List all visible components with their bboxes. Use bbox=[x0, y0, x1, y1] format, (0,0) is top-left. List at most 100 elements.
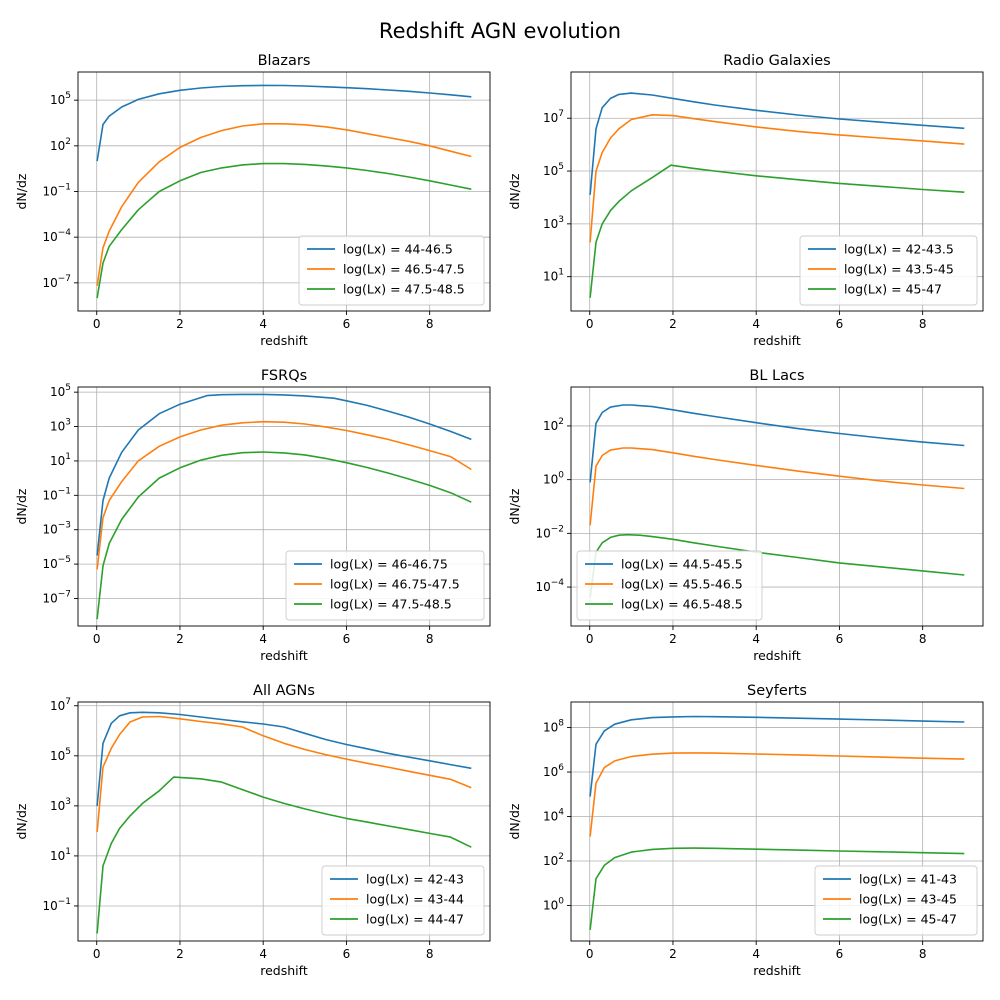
y-tick-label: 103 bbox=[50, 418, 71, 434]
legend-box bbox=[576, 550, 763, 621]
x-tick-label: 4 bbox=[752, 947, 760, 961]
legend-entry: log(Lx) = 46.5-47.5 bbox=[343, 262, 465, 277]
legend-box bbox=[321, 865, 485, 936]
axes-frame bbox=[77, 386, 491, 627]
y-axis-label: dN/dz bbox=[14, 803, 29, 839]
legend-entry: log(Lx) = 43-44 bbox=[366, 892, 464, 907]
legend-entry: log(Lx) = 44-46.5 bbox=[343, 242, 453, 257]
legend-entry: log(Lx) = 46-46.75 bbox=[330, 557, 448, 572]
legend-entry: log(Lx) = 44.5-45.5 bbox=[621, 557, 743, 572]
x-tick-label: 8 bbox=[426, 317, 434, 331]
y-tick-label: 10−5 bbox=[42, 555, 71, 571]
axes-frame bbox=[77, 701, 491, 942]
axes-frame bbox=[570, 701, 984, 942]
y-tick-label: 103 bbox=[543, 215, 564, 231]
legend-entry: log(Lx) = 46.5-48.5 bbox=[621, 597, 743, 612]
x-tick-label: 8 bbox=[426, 632, 434, 646]
x-tick-label: 8 bbox=[919, 947, 927, 961]
x-tick-label: 2 bbox=[176, 317, 184, 331]
x-tick-label: 4 bbox=[752, 632, 760, 646]
y-tick-label: 107 bbox=[543, 109, 564, 125]
y-tick-label: 108 bbox=[543, 719, 564, 735]
subplot-6: 0 2 4 6 8 100 102 104 106 108 Seyferts redshift dN/d… bbox=[507, 683, 984, 978]
legend-entry: log(Lx) = 45-47 bbox=[859, 912, 957, 927]
x-tick-label: 4 bbox=[752, 317, 760, 331]
legend-entry: log(Lx) = 45-47 bbox=[844, 282, 942, 297]
y-tick-label: 101 bbox=[50, 847, 71, 863]
y-tick-label: 10−2 bbox=[535, 524, 564, 540]
x-tick-label: 0 bbox=[93, 947, 101, 961]
subplot-2: 0 2 4 6 8 101 103 105 107 Radio Galaxies redshift d… bbox=[507, 53, 984, 348]
series-line-1 bbox=[589, 92, 965, 195]
x-tick-label: 4 bbox=[259, 317, 267, 331]
legend-box bbox=[285, 550, 485, 621]
series-line-2 bbox=[96, 420, 472, 570]
y-tick-label: 10−7 bbox=[42, 274, 71, 290]
x-axis-label: redshift bbox=[260, 963, 308, 978]
legend: log(Lx) = 42-43 log(Lx) = 43-44 log(Lx) = … bbox=[321, 865, 485, 936]
legend-entry: log(Lx) = 46.75-47.5 bbox=[330, 577, 460, 592]
subplot-5: 0 2 4 6 8 10−1 101 103 105 107 All AGNs redshift dN/… bbox=[14, 683, 491, 978]
x-tick-label: 0 bbox=[93, 317, 101, 331]
series-line-2 bbox=[589, 752, 965, 837]
x-tick-label: 6 bbox=[343, 947, 351, 961]
series-line-1 bbox=[96, 84, 472, 162]
x-tick-label: 2 bbox=[669, 947, 677, 961]
legend-entry: log(Lx) = 42-43.5 bbox=[844, 242, 954, 257]
series-line-2 bbox=[96, 715, 472, 833]
y-tick-label: 105 bbox=[50, 747, 71, 763]
x-tick-label: 2 bbox=[176, 632, 184, 646]
legend-entry: log(Lx) = 42-43 bbox=[366, 872, 464, 887]
x-tick-label: 6 bbox=[343, 632, 351, 646]
y-tick-label: 102 bbox=[543, 417, 564, 433]
y-tick-label: 105 bbox=[543, 162, 564, 178]
x-tick-label: 0 bbox=[93, 632, 101, 646]
y-tick-label: 102 bbox=[543, 852, 564, 868]
series-line-3 bbox=[96, 162, 472, 299]
y-tick-label: 101 bbox=[50, 452, 71, 468]
x-axis-label: redshift bbox=[260, 333, 308, 348]
series-line-3 bbox=[589, 847, 965, 930]
y-tick-label: 10−4 bbox=[42, 228, 71, 244]
x-tick-label: 6 bbox=[836, 632, 844, 646]
legend-entry: log(Lx) = 47.5-48.5 bbox=[343, 282, 465, 297]
x-tick-label: 6 bbox=[343, 317, 351, 331]
series-line-2 bbox=[96, 123, 472, 287]
x-tick-label: 4 bbox=[259, 947, 267, 961]
legend-box bbox=[298, 235, 485, 306]
y-tick-label: 10−7 bbox=[42, 589, 71, 605]
legend: log(Lx) = 44.5-45.5 log(Lx) = 45.5-46.5 lo… bbox=[576, 550, 763, 621]
subplot-title: FSRQs bbox=[261, 368, 307, 384]
axes-frame bbox=[570, 71, 984, 312]
y-tick-label: 100 bbox=[543, 471, 564, 487]
y-tick-label: 106 bbox=[543, 763, 564, 779]
series-line-2 bbox=[589, 114, 965, 243]
x-tick-label: 6 bbox=[836, 947, 844, 961]
y-tick-label: 10−1 bbox=[42, 486, 71, 502]
x-tick-label: 0 bbox=[586, 947, 594, 961]
series-line-2 bbox=[589, 447, 965, 526]
legend-entry: log(Lx) = 41-43 bbox=[859, 872, 957, 887]
subplot-title: Radio Galaxies bbox=[723, 53, 830, 69]
series-line-3 bbox=[589, 164, 965, 298]
subplot-title: BL Lacs bbox=[749, 368, 804, 384]
legend-box bbox=[799, 235, 978, 306]
series-line-1 bbox=[589, 404, 965, 483]
x-tick-label: 0 bbox=[586, 317, 594, 331]
y-tick-label: 10−1 bbox=[42, 897, 71, 913]
legend: log(Lx) = 46-46.75 log(Lx) = 46.75-47.5 lo… bbox=[285, 550, 485, 621]
x-tick-label: 0 bbox=[586, 632, 594, 646]
figure-title: Redshift AGN evolution bbox=[379, 19, 621, 43]
series-line-3 bbox=[589, 533, 965, 598]
x-tick-label: 2 bbox=[669, 632, 677, 646]
legend-entry: log(Lx) = 47.5-48.5 bbox=[330, 597, 452, 612]
y-tick-label: 104 bbox=[543, 807, 564, 823]
y-tick-label: 10−4 bbox=[535, 578, 564, 594]
x-axis-label: redshift bbox=[260, 648, 308, 663]
y-tick-label: 100 bbox=[543, 896, 564, 912]
subplot-4: 0 2 4 6 8 10−4 10−2 100 102 BL Lacs redshift dN/dz l… bbox=[507, 368, 984, 663]
x-tick-label: 8 bbox=[919, 317, 927, 331]
x-axis-label: redshift bbox=[753, 648, 801, 663]
y-axis-label: dN/dz bbox=[507, 803, 522, 839]
